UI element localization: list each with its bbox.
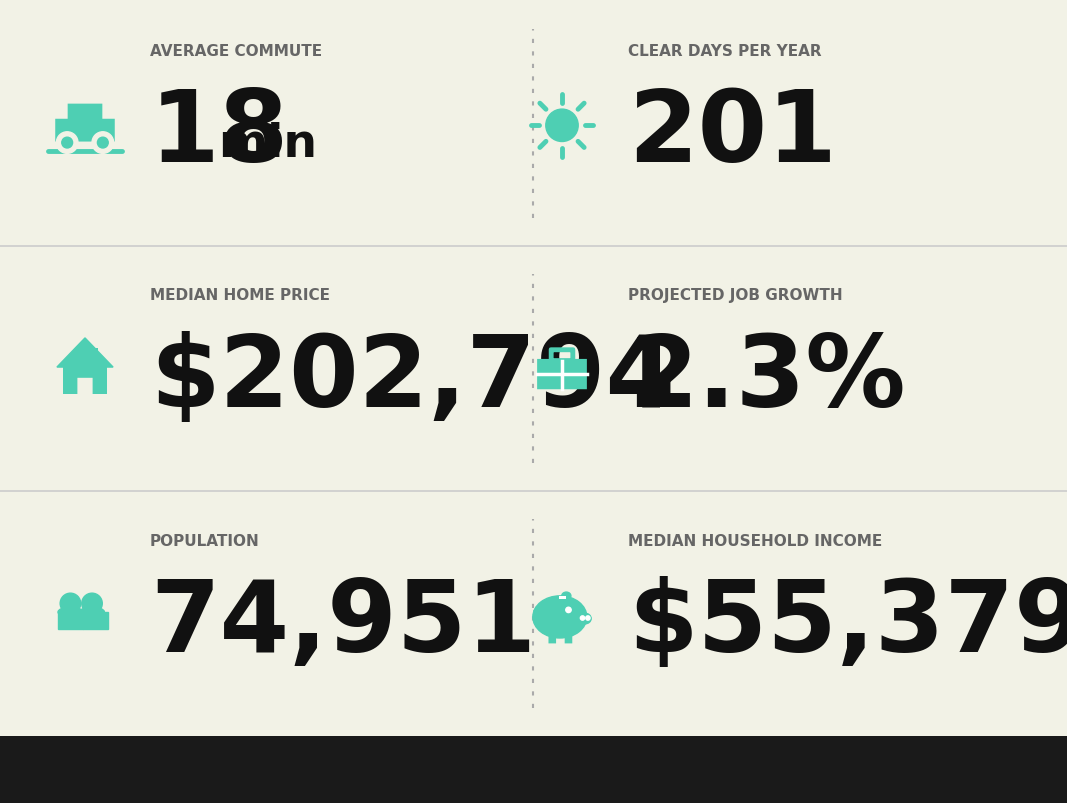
FancyBboxPatch shape: [63, 366, 107, 394]
FancyBboxPatch shape: [548, 632, 556, 643]
Circle shape: [60, 593, 81, 614]
FancyBboxPatch shape: [55, 120, 115, 142]
Polygon shape: [83, 613, 108, 630]
Text: PROJECTED JOB GROWTH: PROJECTED JOB GROWTH: [628, 288, 843, 303]
FancyBboxPatch shape: [564, 632, 572, 643]
FancyBboxPatch shape: [92, 349, 98, 361]
Ellipse shape: [578, 613, 591, 624]
Text: CLEAR DAYS PER YEAR: CLEAR DAYS PER YEAR: [628, 43, 822, 59]
Circle shape: [566, 607, 571, 613]
Polygon shape: [58, 613, 83, 630]
Text: $55,379: $55,379: [628, 575, 1067, 672]
Text: AVERAGE COMMUTE: AVERAGE COMMUTE: [150, 43, 322, 59]
FancyBboxPatch shape: [537, 360, 587, 389]
Ellipse shape: [58, 607, 83, 618]
Circle shape: [586, 616, 590, 621]
Ellipse shape: [561, 593, 571, 600]
Circle shape: [97, 138, 108, 149]
Text: 74,951: 74,951: [150, 575, 536, 672]
Ellipse shape: [532, 596, 587, 638]
Text: MEDIAN HOUSEHOLD INCOME: MEDIAN HOUSEHOLD INCOME: [628, 533, 882, 548]
Text: SOURCES: STI: POPSTATS, US CENSUS, BUREAU OF LABOR STATISTICS, ATTOM DATA, NOAA,: SOURCES: STI: POPSTATS, US CENSUS, BUREA…: [28, 764, 894, 775]
Circle shape: [580, 616, 585, 621]
Text: MEDIAN HOME PRICE: MEDIAN HOME PRICE: [150, 288, 330, 303]
FancyBboxPatch shape: [67, 104, 102, 120]
FancyBboxPatch shape: [559, 597, 566, 599]
Text: $202,794: $202,794: [150, 330, 675, 427]
Text: min: min: [218, 121, 317, 166]
FancyBboxPatch shape: [0, 736, 1067, 803]
Text: POPULATION: POPULATION: [150, 533, 259, 548]
Polygon shape: [57, 339, 113, 368]
Ellipse shape: [80, 607, 105, 618]
FancyBboxPatch shape: [78, 378, 93, 394]
Circle shape: [82, 593, 102, 614]
Text: 2.3%: 2.3%: [628, 330, 906, 427]
Circle shape: [57, 132, 78, 154]
Text: 201: 201: [628, 86, 837, 182]
Circle shape: [92, 132, 113, 154]
Circle shape: [62, 138, 73, 149]
Text: 18: 18: [150, 86, 289, 182]
Circle shape: [546, 110, 578, 142]
